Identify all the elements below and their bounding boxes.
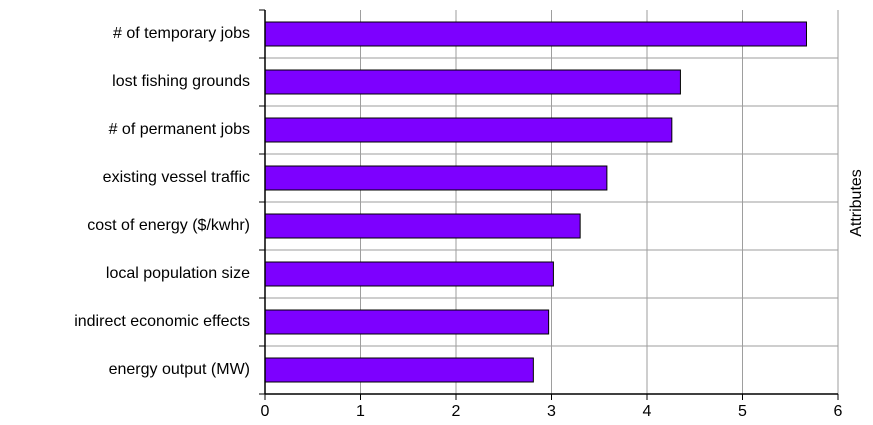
category-label: indirect economic effects [74, 313, 250, 330]
bar [265, 262, 553, 286]
x-tick-label: 0 [261, 403, 270, 420]
bar [265, 214, 580, 238]
category-labels: # of temporary jobs lost fishing grounds #… [74, 25, 250, 378]
category-label: cost of energy ($/kwhr) [87, 217, 250, 234]
y-axis-title: Attributes [848, 169, 865, 237]
x-tick-label: 6 [834, 403, 843, 420]
x-tick-labels: 0 1 2 3 4 5 6 [261, 403, 843, 420]
bar [265, 70, 680, 94]
x-tick-label: 2 [452, 403, 461, 420]
category-label: # of permanent jobs [109, 121, 250, 138]
bar [265, 118, 672, 142]
bar [265, 166, 607, 190]
x-tick-label: 5 [738, 403, 747, 420]
category-label: energy output (MW) [109, 361, 250, 378]
x-tick-label: 4 [643, 403, 652, 420]
category-label: lost fishing grounds [112, 73, 250, 90]
x-tick-label: 1 [356, 403, 365, 420]
x-tick-label: 3 [547, 403, 556, 420]
category-label: local population size [106, 265, 250, 282]
bar [265, 310, 549, 334]
category-label: existing vessel traffic [103, 169, 250, 186]
grid-lines [265, 10, 838, 394]
axes [259, 10, 838, 400]
bar [265, 22, 806, 46]
bar [265, 358, 533, 382]
category-label: # of temporary jobs [113, 25, 250, 42]
